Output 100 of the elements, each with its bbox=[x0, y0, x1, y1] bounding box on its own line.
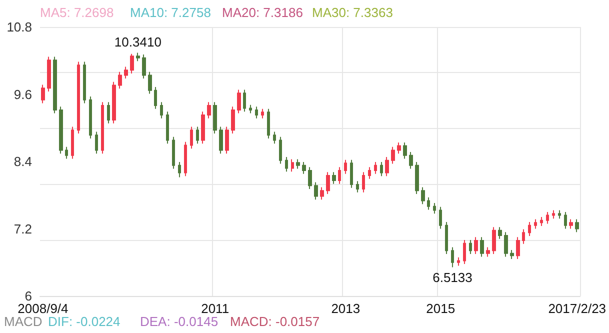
x-tick-label: 2017/2/23 bbox=[548, 301, 606, 316]
candlestick bbox=[546, 211, 549, 224]
candlestick bbox=[433, 202, 436, 214]
candlestick bbox=[552, 210, 555, 220]
candlestick bbox=[403, 142, 407, 160]
candlestick bbox=[291, 158, 294, 172]
candlestick bbox=[534, 218, 537, 230]
candlestick bbox=[445, 222, 448, 254]
candlestick bbox=[249, 104, 252, 114]
candlestick bbox=[516, 236, 520, 260]
candlestick bbox=[243, 89, 246, 112]
candlestick bbox=[154, 86, 157, 110]
candlestick bbox=[385, 156, 389, 177]
candlestick bbox=[564, 211, 567, 230]
candlestick bbox=[148, 71, 152, 94]
text: MACD: -0.0157 bbox=[230, 314, 320, 329]
candlestick bbox=[142, 54, 146, 80]
x-tick-label: 2011 bbox=[201, 301, 230, 316]
candlestick bbox=[409, 151, 413, 170]
candlestick bbox=[308, 166, 312, 190]
candlestick bbox=[569, 218, 573, 230]
y-tick-label: 6 bbox=[24, 288, 32, 304]
candlestick bbox=[326, 172, 330, 195]
candlestick bbox=[219, 126, 223, 154]
candlestick bbox=[261, 108, 264, 119]
candlestick bbox=[510, 250, 514, 260]
candlestick bbox=[558, 210, 561, 220]
candlestick bbox=[273, 131, 276, 144]
candlestick bbox=[237, 89, 241, 114]
x-tick-label: 2013 bbox=[331, 301, 360, 316]
candlestick bbox=[101, 102, 104, 154]
x-tick-label: 2015 bbox=[426, 301, 456, 316]
candlestick bbox=[267, 108, 270, 140]
candlestick bbox=[213, 102, 217, 134]
candlestick bbox=[320, 186, 324, 200]
candlestick bbox=[65, 146, 68, 160]
x-tick-label: 2008/9/4 bbox=[18, 301, 68, 316]
candlestick bbox=[338, 166, 341, 184]
candlestick bbox=[391, 146, 395, 164]
candlestick bbox=[332, 172, 336, 184]
text: MACD bbox=[4, 314, 42, 329]
annotation: 10.3410 bbox=[114, 34, 162, 50]
candlestick bbox=[344, 159, 347, 174]
candlestick bbox=[71, 126, 74, 160]
y-tick-label: 8.4 bbox=[14, 154, 32, 169]
candlestick bbox=[255, 106, 258, 119]
candlestick bbox=[47, 56, 51, 92]
candlestick bbox=[492, 226, 496, 254]
candlestick bbox=[350, 159, 353, 188]
candlestick bbox=[107, 102, 110, 124]
candlestick bbox=[77, 61, 80, 134]
candlestick bbox=[95, 131, 98, 154]
candlestick bbox=[190, 126, 193, 150]
candlestick bbox=[314, 182, 318, 200]
candlestick bbox=[201, 111, 205, 144]
candlestick bbox=[374, 162, 377, 174]
candlestick bbox=[439, 206, 442, 230]
annotation: 6.5133 bbox=[432, 270, 472, 286]
candlestick bbox=[528, 222, 531, 237]
candlestick bbox=[356, 180, 359, 193]
candlestick bbox=[575, 218, 579, 233]
y-tick-label: 9.6 bbox=[14, 86, 32, 102]
candlestick bbox=[231, 106, 235, 134]
candlestick bbox=[469, 239, 472, 254]
candlestick bbox=[130, 53, 134, 74]
candlestick bbox=[302, 162, 306, 174]
candlestick bbox=[474, 236, 478, 254]
text: MA20: 7.3186 bbox=[222, 5, 303, 20]
candlestick bbox=[480, 236, 484, 258]
candlestick bbox=[136, 52, 140, 62]
candlestick bbox=[112, 81, 116, 124]
candlestick bbox=[296, 158, 300, 170]
candlestick bbox=[53, 56, 57, 114]
candlestick bbox=[166, 111, 169, 144]
candlestick bbox=[41, 84, 45, 104]
candlestick bbox=[362, 172, 365, 193]
candlestick bbox=[225, 126, 229, 154]
candlestick bbox=[59, 106, 63, 154]
candlestick bbox=[279, 136, 282, 164]
candlestick bbox=[463, 239, 466, 265]
candlestick bbox=[427, 196, 430, 210]
candlestick bbox=[368, 166, 371, 180]
candlestick bbox=[498, 226, 502, 240]
text: DIF: -0.0224 bbox=[48, 314, 120, 329]
candlestick bbox=[415, 162, 419, 195]
text: MA5: 7.2698 bbox=[40, 5, 114, 20]
candlestick bbox=[522, 228, 525, 244]
y-tick-label: 7.2 bbox=[14, 221, 32, 236]
candlestick bbox=[89, 96, 92, 140]
candlestick bbox=[451, 246, 454, 268]
candlestick bbox=[124, 66, 128, 80]
candlestick bbox=[196, 126, 199, 144]
candlestick bbox=[172, 136, 175, 170]
candlestick bbox=[421, 186, 425, 205]
candlestick bbox=[457, 256, 460, 266]
candlestick bbox=[504, 232, 508, 258]
candlestick bbox=[486, 246, 490, 258]
candlestick bbox=[118, 71, 122, 90]
text: MA10: 7.2758 bbox=[130, 5, 211, 20]
candlestick bbox=[178, 162, 181, 178]
